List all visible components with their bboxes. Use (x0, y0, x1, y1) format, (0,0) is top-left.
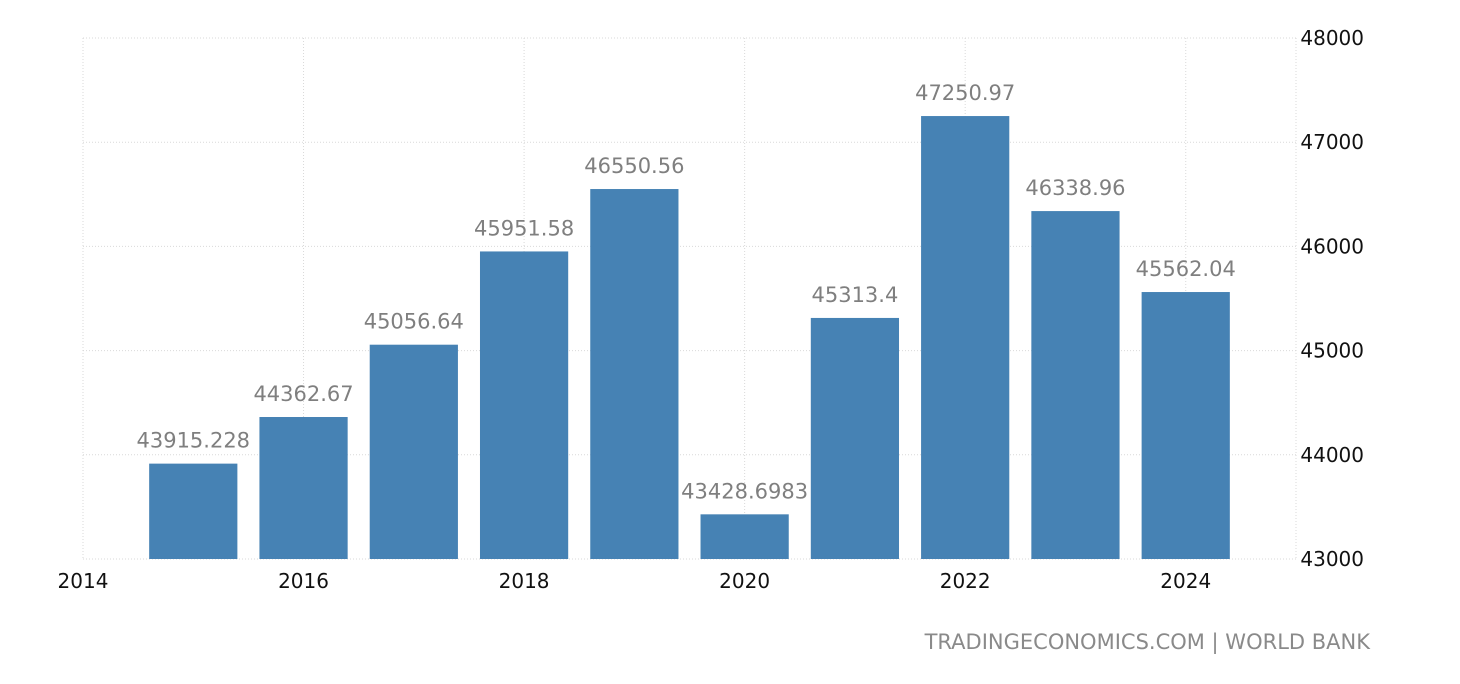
x-tick-label: 2014 (58, 569, 109, 593)
data-label-2019: 46550.56 (584, 154, 684, 178)
bar-2018[interactable] (479, 251, 569, 559)
x-tick-label: 2020 (719, 569, 770, 593)
x-axis-ticks: 2014 2016 2018 2020 2022 2024 (58, 569, 1212, 593)
bar-2022[interactable] (921, 116, 1010, 560)
y-tick-label: 45000 (1300, 339, 1364, 363)
data-label-2023: 46338.96 (1025, 176, 1125, 200)
x-tick-label: 2024 (1160, 569, 1211, 593)
bar-2017[interactable] (369, 344, 458, 559)
bar-2023[interactable] (1031, 211, 1120, 559)
y-axis-ticks: 43000 44000 45000 46000 47000 48000 (1300, 26, 1364, 571)
data-label-2021: 45313.4 (811, 283, 898, 307)
bar-2024[interactable] (1141, 292, 1230, 559)
bars (149, 116, 1230, 560)
bar-2020[interactable] (700, 514, 789, 559)
data-label-2017: 45056.64 (364, 310, 464, 334)
data-label-2022: 47250.97 (915, 81, 1015, 105)
x-tick-label: 2016 (278, 569, 329, 593)
x-tick-label: 2018 (499, 569, 550, 593)
data-label-2016: 44362.67 (253, 382, 353, 406)
bar-2019[interactable] (590, 189, 679, 559)
data-label-2024: 45562.04 (1136, 257, 1236, 281)
y-tick-label: 47000 (1300, 130, 1364, 154)
grid-lines (82, 37, 1297, 560)
data-label-2015: 43915.228 (136, 429, 250, 453)
y-tick-label: 43000 (1300, 547, 1364, 571)
bar-2015[interactable] (149, 463, 238, 559)
y-tick-label: 46000 (1300, 234, 1364, 258)
bar-2016[interactable] (259, 417, 348, 559)
data-label-2018: 45951.58 (474, 216, 574, 240)
y-tick-label: 48000 (1300, 26, 1364, 50)
y-tick-label: 44000 (1300, 443, 1364, 467)
data-label-2020: 43428.6983 (681, 479, 808, 503)
source-credit[interactable]: TRADINGECONOMICS.COM | WORLD BANK (924, 630, 1370, 654)
x-tick-label: 2022 (940, 569, 991, 593)
bar-2021[interactable] (810, 317, 900, 559)
